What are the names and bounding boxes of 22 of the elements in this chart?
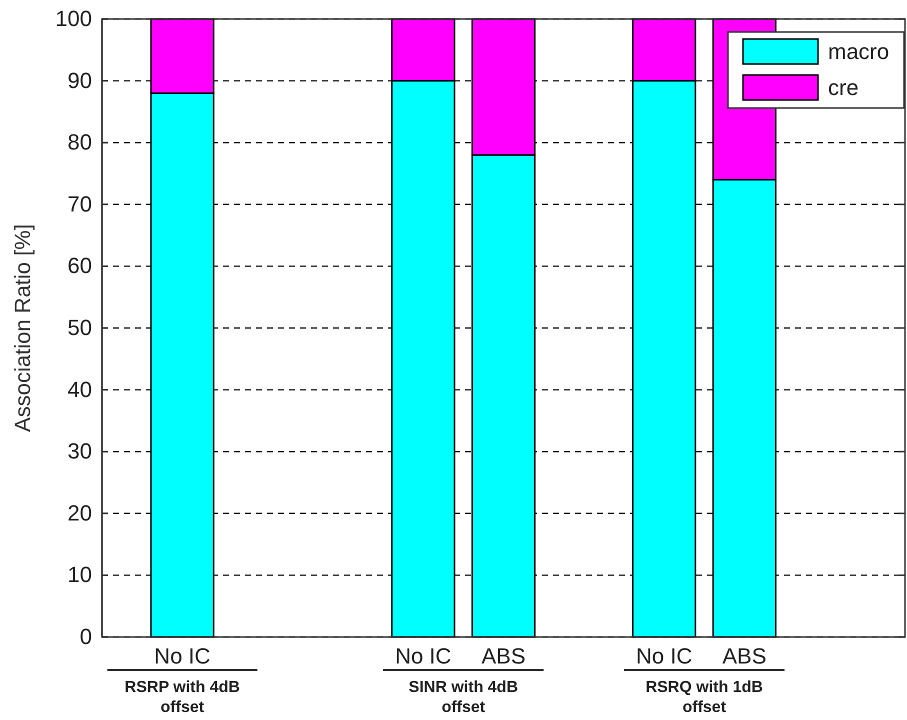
text: SINR with 4dB offset [408, 679, 518, 716]
x-tick-label: ABS [722, 644, 766, 669]
y-tick-label: 70 [68, 191, 92, 216]
y-tick-label: 0 [80, 624, 92, 650]
y-tick-label: 60 [68, 253, 92, 278]
x-tick-label: No IC [395, 644, 452, 669]
y-tick-label: 50 [68, 315, 92, 340]
legend-label: macro [828, 39, 890, 64]
y-tick-label: 40 [68, 376, 92, 402]
x-tick-label: ABS [481, 644, 526, 669]
y-tick-label: 20 [68, 500, 92, 526]
y-tick-label: 30 [68, 438, 92, 464]
text: RSRQ with 1dB offset [646, 679, 763, 716]
x-tick-label: No IC [154, 644, 211, 669]
text: RSRP with 4dB offset [124, 679, 240, 716]
y-tick-label: 80 [68, 130, 92, 155]
y-axis-title: Association Ratio [%] [10, 224, 35, 432]
legend-label: cre [828, 75, 859, 100]
y-tick-label: 100 [55, 6, 92, 32]
x-tick-label: No IC [636, 644, 692, 669]
y-tick-label: 90 [68, 68, 92, 93]
y-tick-label: 10 [68, 562, 92, 588]
